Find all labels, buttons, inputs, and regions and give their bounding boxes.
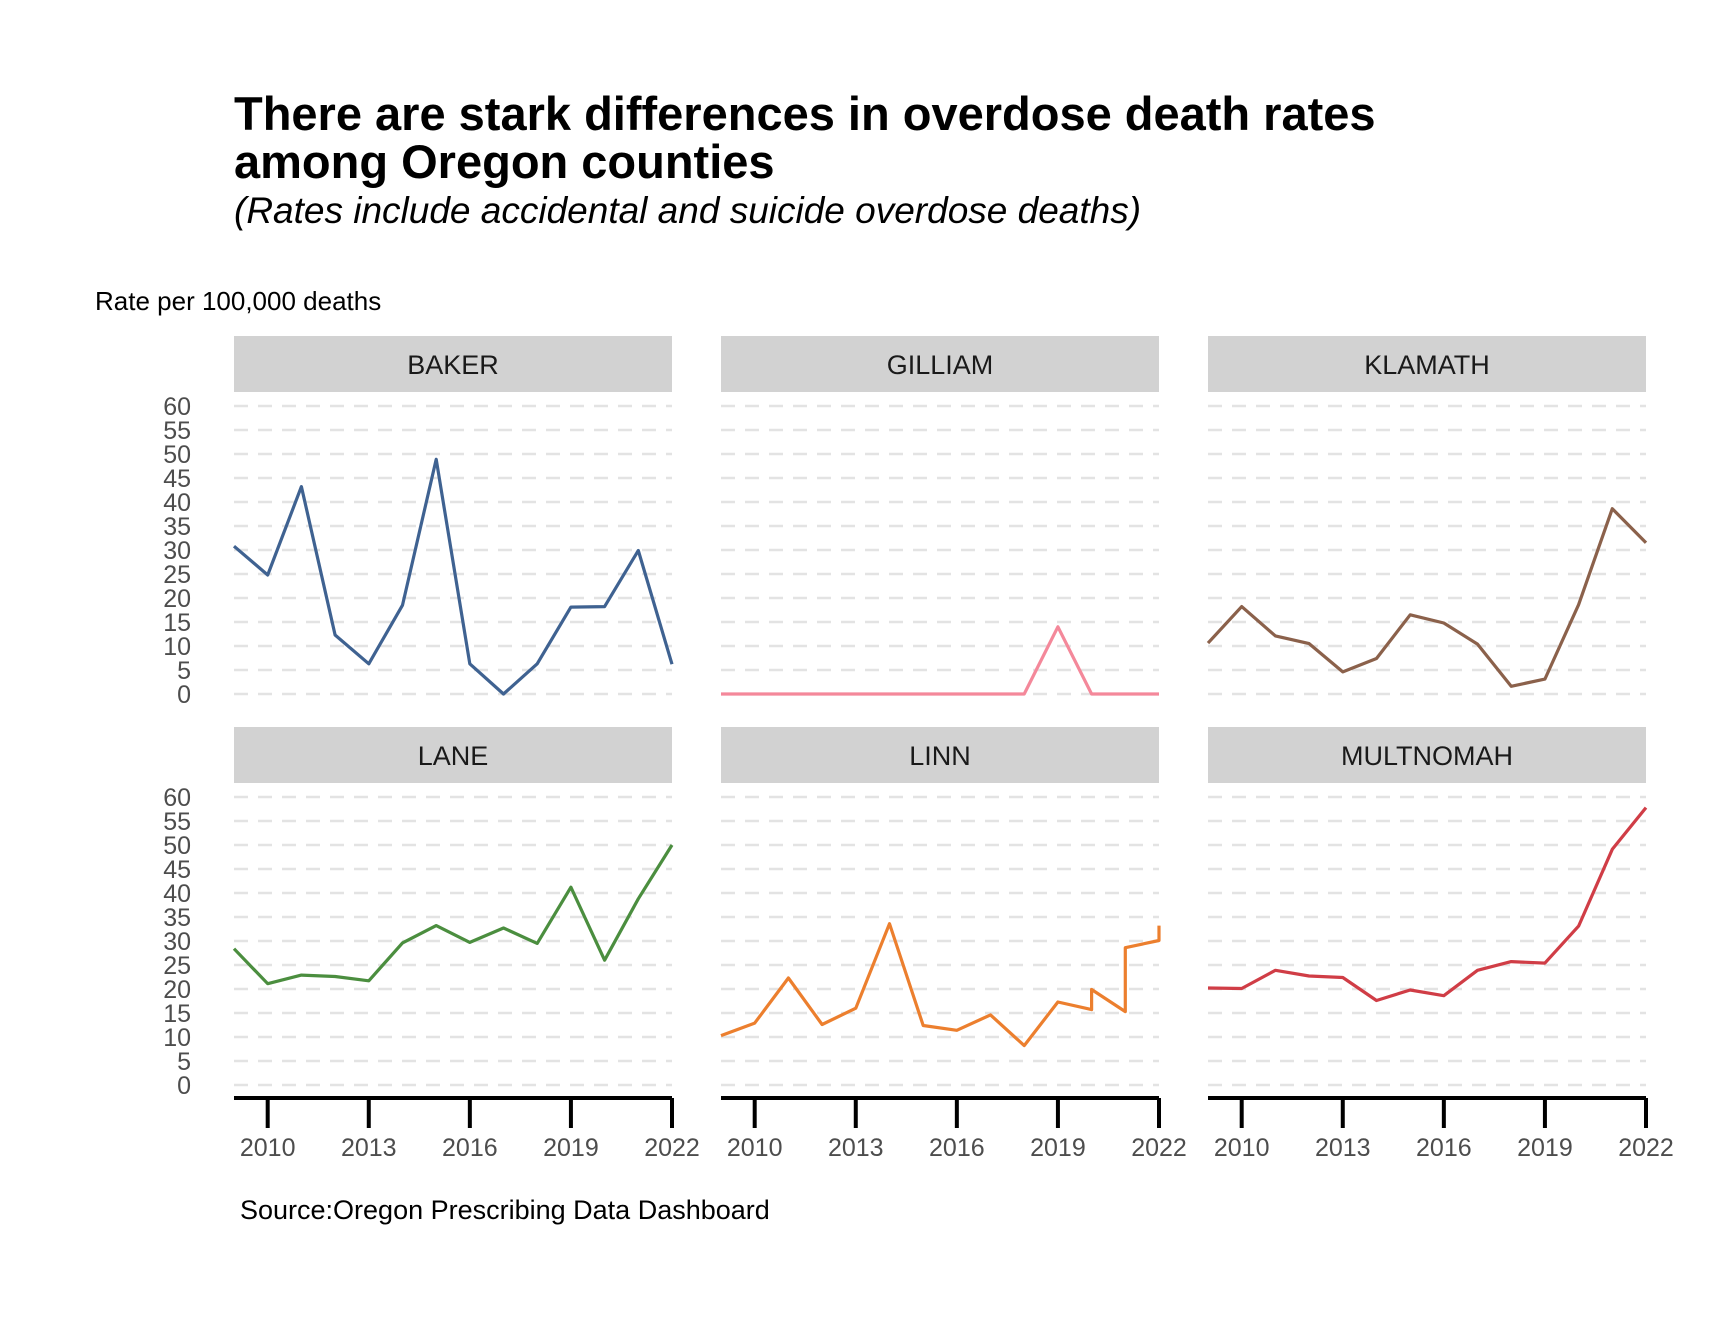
x-tick-label: 2013 — [1315, 1134, 1371, 1162]
y-tick-label: 0 — [177, 1072, 191, 1100]
y-tick-label: 50 — [163, 832, 191, 860]
y-tick-label: 45 — [163, 465, 191, 493]
facet-strip — [721, 336, 1159, 392]
y-tick-label: 50 — [163, 441, 191, 469]
y-tick-label: 55 — [163, 808, 191, 836]
x-tick-label: 2022 — [1618, 1134, 1674, 1162]
y-tick-label: 25 — [163, 952, 191, 980]
facet-strip — [234, 727, 672, 783]
y-tick-label: 10 — [163, 1024, 191, 1052]
facet-label: LANE — [418, 741, 489, 771]
y-tick-label: 55 — [163, 417, 191, 445]
panel-multnomah: MULTNOMAH 2010 2013 2016 2019 2022 — [1207, 727, 1674, 1162]
y-tick-label: 60 — [163, 393, 191, 421]
y-tick-label: 25 — [163, 561, 191, 589]
facet-strip — [234, 336, 672, 392]
panel-klamath: KLAMATH — [1206, 336, 1648, 696]
y-tick-label: 40 — [163, 880, 191, 908]
y-tick-label: 5 — [177, 657, 191, 685]
series-line-baker — [232, 457, 674, 696]
series-line-multnomah — [1207, 806, 1648, 1003]
facet-label: BAKER — [407, 350, 499, 380]
panel-linn: LINN 2010 2013 2016 2019 2022 — [720, 727, 1187, 1162]
x-tick-label: 2019 — [1517, 1134, 1573, 1162]
facet-strip — [1208, 336, 1646, 392]
facet-strip — [1208, 727, 1646, 783]
panel-gilliam: GILLIAM — [721, 336, 1159, 696]
y-tick-label: 15 — [163, 609, 191, 637]
y-axis-label: Rate per 100,000 deaths — [95, 286, 382, 316]
x-tick-label: 2010 — [727, 1134, 783, 1162]
facet-strip — [721, 727, 1159, 783]
y-tick-label: 60 — [163, 784, 191, 812]
chart-subtitle: (Rates include accidental and suicide ov… — [234, 190, 1142, 231]
y-tick-label: 20 — [163, 976, 191, 1004]
x-tick-label: 2016 — [442, 1134, 498, 1162]
series-line-linn — [720, 922, 1161, 1048]
series-line-klamath — [1206, 507, 1648, 688]
y-tick-label: 35 — [163, 904, 191, 932]
series-line-lane — [232, 844, 674, 986]
y-tick-label: 40 — [163, 489, 191, 517]
y-tick-label: 5 — [177, 1048, 191, 1076]
x-tick-label: 2010 — [1214, 1134, 1270, 1162]
y-tick-label: 45 — [163, 856, 191, 884]
x-tick-label: 2022 — [1131, 1134, 1187, 1162]
y-tick-label: 20 — [163, 585, 191, 613]
y-tick-label: 30 — [163, 537, 191, 565]
x-tick-label: 2016 — [929, 1134, 985, 1162]
y-tick-label: 10 — [163, 633, 191, 661]
x-tick-label: 2019 — [543, 1134, 599, 1162]
facet-label: KLAMATH — [1364, 350, 1490, 380]
y-tick-label: 30 — [163, 928, 191, 956]
facet-label: MULTNOMAH — [1341, 741, 1513, 771]
x-tick-label: 2019 — [1030, 1134, 1086, 1162]
x-tick-label: 2016 — [1416, 1134, 1472, 1162]
series-line-gilliam — [721, 625, 1159, 696]
y-tick-label: 15 — [163, 1000, 191, 1028]
x-tick-label: 2010 — [240, 1134, 296, 1162]
x-tick-label: 2022 — [644, 1134, 700, 1162]
x-tick-label: 2013 — [341, 1134, 397, 1162]
facet-label: LINN — [909, 741, 971, 771]
chart-title: There are stark differences in overdose … — [234, 87, 1376, 188]
source-note: Source:Oregon Prescribing Data Dashboard — [240, 1195, 770, 1225]
y-tick-label: 0 — [177, 681, 191, 709]
facet-label: GILLIAM — [887, 350, 994, 380]
x-tick-label: 2013 — [828, 1134, 884, 1162]
y-tick-label: 35 — [163, 513, 191, 541]
